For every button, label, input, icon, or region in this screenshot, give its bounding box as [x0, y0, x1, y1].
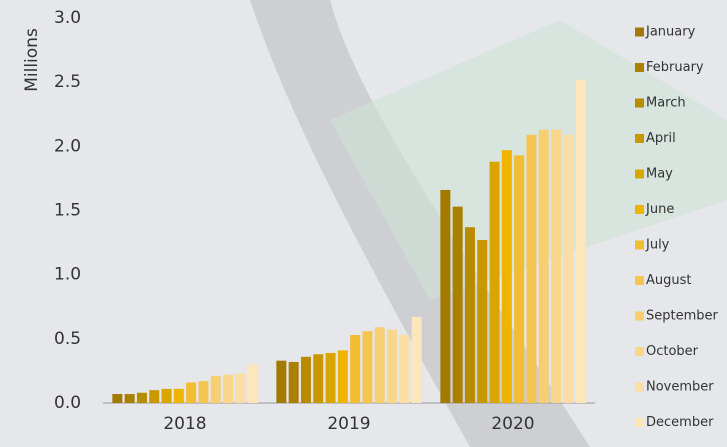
- bar: [313, 354, 323, 403]
- bar: [502, 150, 512, 403]
- bar: [149, 390, 159, 403]
- legend-swatch: [635, 205, 644, 214]
- y-tick-label: 2.5: [54, 72, 81, 92]
- bar: [276, 361, 286, 403]
- bar: [186, 382, 196, 403]
- legend-swatch: [635, 347, 644, 356]
- legend-swatch: [635, 28, 644, 37]
- y-tick-label: 1.5: [54, 201, 81, 221]
- bar: [125, 394, 135, 403]
- legend-label: April: [646, 131, 676, 146]
- legend-swatch: [635, 383, 644, 392]
- bar: [211, 376, 221, 403]
- legend-label: March: [646, 96, 686, 111]
- bar: [235, 373, 245, 403]
- bar: [301, 357, 311, 403]
- bar: [338, 350, 348, 403]
- bar: [198, 381, 208, 403]
- bar: [289, 362, 299, 403]
- legend-swatch: [635, 276, 644, 285]
- bar: [387, 330, 397, 403]
- bar: [350, 335, 360, 403]
- bar: [112, 394, 122, 403]
- legend-label: August: [646, 273, 692, 288]
- legend-swatch: [635, 63, 644, 72]
- x-tick-label: 2020: [491, 414, 534, 434]
- bar: [162, 389, 172, 403]
- legend-swatch: [635, 418, 644, 427]
- bar: [412, 317, 422, 403]
- bar: [362, 331, 372, 403]
- legend-label: October: [646, 344, 699, 359]
- bar: [399, 335, 409, 403]
- bar: [440, 190, 450, 403]
- bar: [539, 130, 549, 403]
- y-tick-label: 0.5: [54, 329, 81, 349]
- bar: [375, 327, 385, 403]
- y-tick-label: 0.0: [54, 393, 81, 413]
- y-tick-label: 2.0: [54, 136, 81, 156]
- legend-swatch: [635, 312, 644, 321]
- legend-label: February: [646, 60, 704, 75]
- legend-label: January: [645, 25, 696, 40]
- x-tick-label: 2018: [163, 414, 206, 434]
- legend-swatch: [635, 241, 644, 250]
- bar: [526, 135, 536, 403]
- legend-swatch: [635, 170, 644, 179]
- y-tick-label: 1.0: [54, 265, 81, 285]
- bar: [576, 80, 586, 403]
- bar: [490, 162, 500, 403]
- legend-label: September: [646, 309, 719, 324]
- legend-label: May: [646, 167, 673, 182]
- bar: [174, 389, 184, 403]
- bar: [465, 227, 475, 403]
- x-tick-label: 2019: [327, 414, 370, 434]
- bar: [477, 240, 487, 403]
- bar: [551, 130, 561, 403]
- legend-label: July: [645, 238, 670, 253]
- legend-swatch: [635, 99, 644, 108]
- bar: [514, 155, 524, 403]
- legend-swatch: [635, 134, 644, 143]
- bar: [453, 207, 463, 403]
- bar: [248, 365, 258, 404]
- bar: [326, 353, 336, 403]
- bar: [563, 135, 573, 403]
- legend-label: June: [645, 202, 674, 217]
- bar: [223, 375, 233, 403]
- chart: Millions 0.0 0.5 1.0 1.5 2.0 2.5 3.0 2018 2019 20…: [0, 0, 727, 447]
- legend-label: December: [646, 415, 714, 430]
- y-tick-label: 3.0: [54, 8, 81, 28]
- y-axis-label: Millions: [22, 28, 42, 92]
- legend-label: November: [646, 380, 714, 395]
- bar: [137, 393, 147, 403]
